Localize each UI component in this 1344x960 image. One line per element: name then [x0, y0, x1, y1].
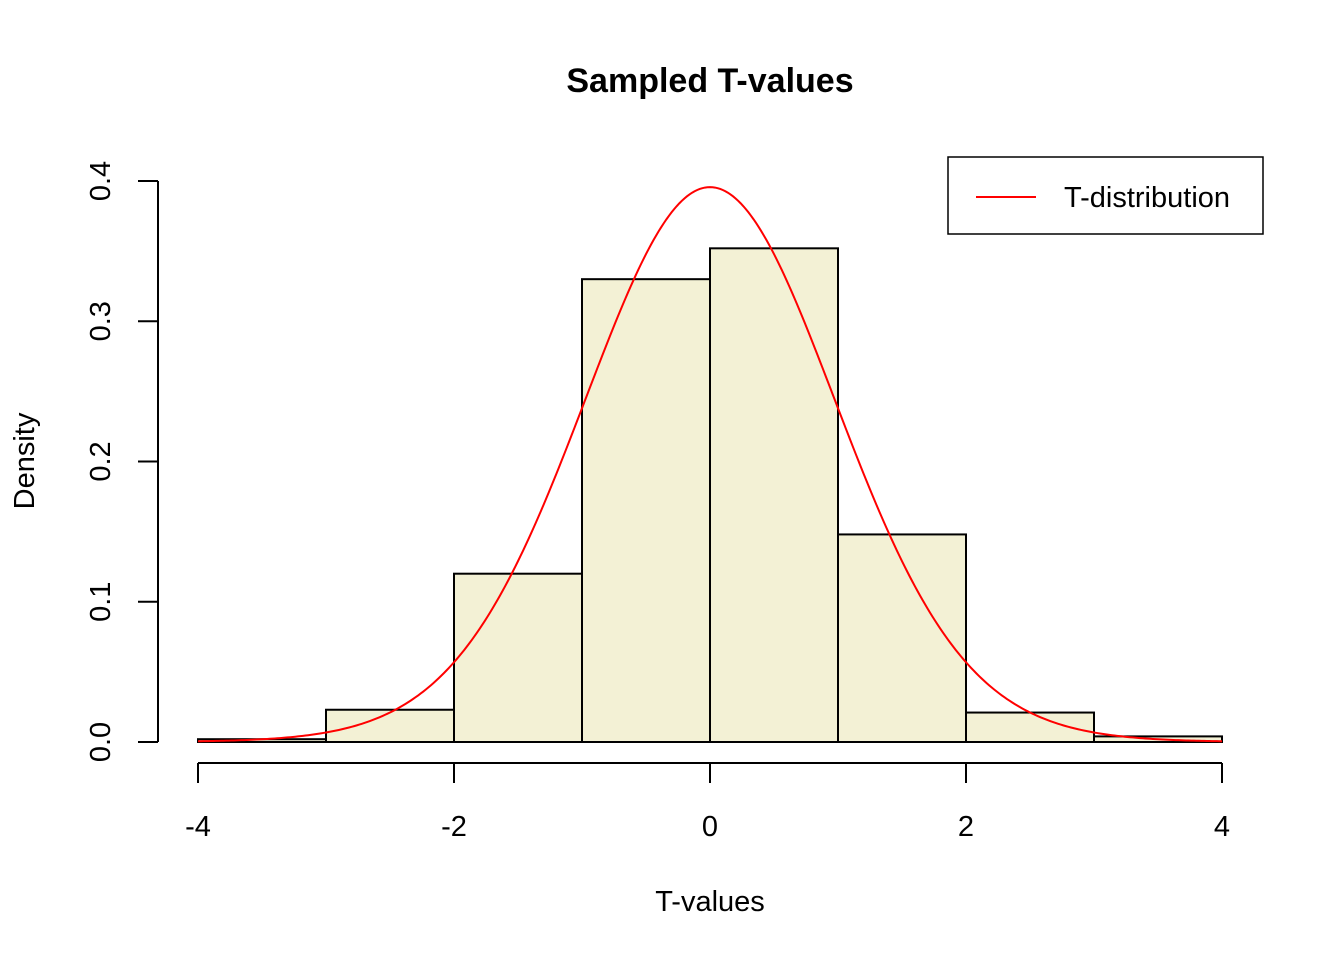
legend-box: [947, 156, 1264, 235]
histogram-bar-4: [709, 247, 839, 743]
y-tick-label-4: 0.4: [85, 161, 117, 201]
x-tick-label-2: 0: [702, 811, 718, 843]
histogram-bar-5: [837, 533, 967, 743]
histogram-bar-1: [325, 708, 455, 743]
x-axis-label: T-values: [655, 886, 765, 918]
y-tick-label-0: 0.0: [85, 722, 117, 762]
x-axis: -4 -2 0 2 4: [185, 762, 1230, 843]
chart-title: Sampled T-values: [566, 62, 853, 100]
legend-label: T-distribution: [1064, 182, 1230, 214]
x-tick-label-1: -2: [441, 811, 467, 843]
x-tick-label-3: 2: [958, 811, 974, 843]
legend: T-distribution: [947, 156, 1264, 235]
y-tick-label-1: 0.1: [85, 582, 117, 622]
x-tick-label-4: 4: [1214, 811, 1230, 843]
histogram-bars: [197, 247, 1223, 744]
y-axis-label: Density: [9, 412, 41, 509]
t-distribution-curve: [197, 186, 1223, 743]
histogram-bar-6: [965, 711, 1095, 743]
y-tick-label-3: 0.3: [85, 301, 117, 341]
y-tick-label-2: 0.2: [85, 441, 117, 481]
y-axis: 0.0 0.1 0.2 0.3 0.4: [85, 161, 159, 762]
histogram-bar-3: [581, 278, 711, 743]
x-tick-label-0: -4: [185, 811, 211, 843]
histogram-bar-2: [453, 572, 583, 744]
